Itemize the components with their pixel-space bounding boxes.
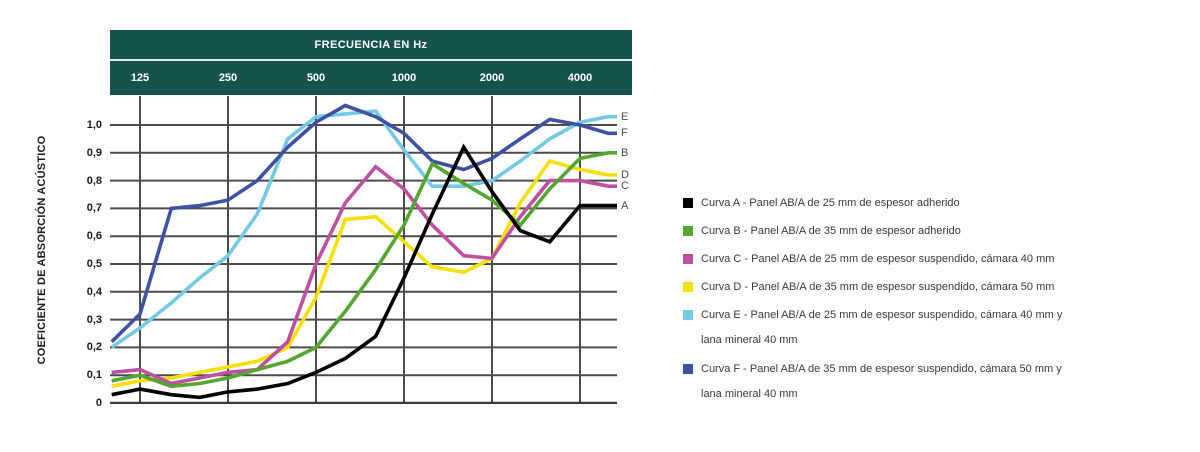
- y-axis-title: COEFICIENTE DE ABSORCIÓN ACÚSTICO: [36, 135, 48, 365]
- absorption-chart-plot: [110, 96, 617, 404]
- y-tick-label-0,1: 0,1: [86, 369, 102, 382]
- legend-label-D: Curva D - Panel AB/A de 35 mm de espesor…: [701, 280, 1054, 294]
- x-tick-label-250: 250: [218, 72, 238, 84]
- y-tick-label-0,8: 0,8: [86, 174, 102, 187]
- legend-item-E: Curva E - Panel AB/A de 25 mm de espesor…: [683, 308, 1163, 347]
- legend-label-B-line1: Curva B - Panel AB/A de 35 mm de espesor…: [701, 225, 961, 237]
- x-tick-label-2000: 2000: [479, 72, 505, 84]
- curve-F-polyline: [110, 103, 617, 344]
- curve-C-polyline: [111, 164, 617, 386]
- legend-label-A-line1: Curva A - Panel AB/A de 25 mm de espesor…: [701, 197, 960, 209]
- x-tick-label-4000: 4000: [567, 72, 593, 84]
- y-tick-label-0,4: 0,4: [86, 285, 102, 298]
- y-tick-label-0,7: 0,7: [86, 202, 102, 215]
- legend-item-F: Curva F - Panel AB/A de 35 mm de espesor…: [683, 362, 1163, 401]
- legend-label-C-line1: Curva C - Panel AB/A de 25 mm de espesor…: [701, 253, 1055, 265]
- y-tick-label-0,2: 0,2: [86, 341, 102, 354]
- legend-swatch-C: [683, 254, 693, 264]
- legend-item-D: Curva D - Panel AB/A de 35 mm de espesor…: [683, 280, 1163, 294]
- curve-end-label-D: D: [621, 169, 629, 182]
- y-tick-label-0,6: 0,6: [86, 230, 102, 243]
- frequency-header-separator: [110, 59, 632, 61]
- legend-label-E-line2: lana mineral 40 mm: [701, 334, 798, 346]
- curve-end-label-E: E: [621, 110, 629, 123]
- curve-end-label-B: B: [621, 146, 629, 159]
- curve-A-polyline: [111, 143, 617, 400]
- legend-label-B: Curva B - Panel AB/A de 35 mm de espesor…: [701, 224, 961, 238]
- frequency-header-title: FRECUENCIA EN Hz: [314, 38, 428, 51]
- legend-swatch-D: [683, 282, 693, 292]
- legend-swatch-F: [683, 364, 693, 374]
- legend-label-F: Curva F - Panel AB/A de 35 mm de espesor…: [701, 362, 1062, 401]
- curve-end-label-F: F: [621, 127, 628, 140]
- legend-swatch-A: [683, 198, 693, 208]
- x-tick-label-500: 500: [306, 72, 326, 84]
- y-tick-label-0,5: 0,5: [86, 258, 102, 270]
- legend-swatch-E: [683, 310, 693, 320]
- y-tick-label-1,0: 1,0: [86, 119, 102, 131]
- legend-item-C: Curva C - Panel AB/A de 25 mm de espesor…: [683, 252, 1163, 266]
- legend-item-A: Curva A - Panel AB/A de 25 mm de espesor…: [683, 196, 1163, 210]
- curve-D-polyline: [111, 159, 617, 389]
- x-tick-label-125: 125: [130, 72, 150, 84]
- legend-label-E-line1: Curva E - Panel AB/A de 25 mm de espesor…: [701, 309, 1063, 321]
- legend-item-B: Curva B - Panel AB/A de 35 mm de espesor…: [683, 224, 1163, 238]
- legend-label-D-line1: Curva D - Panel AB/A de 35 mm de espesor…: [701, 281, 1055, 293]
- curve-end-label-C: C: [621, 180, 629, 193]
- legend-swatch-B: [683, 226, 693, 236]
- frequency-header-bar: FRECUENCIA EN Hz: [110, 30, 632, 59]
- y-tick-label-0: 0: [95, 397, 102, 409]
- legend-label-F-line1: Curva F - Panel AB/A de 35 mm de espesor…: [701, 363, 1062, 375]
- y-tick-label-0,3: 0,3: [86, 313, 102, 326]
- legend-label-E: Curva E - Panel AB/A de 25 mm de espesor…: [701, 308, 1062, 347]
- curve-E-polyline: [110, 109, 617, 349]
- x-tick-label-1000: 1000: [391, 72, 417, 84]
- legend-label-C: Curva C - Panel AB/A de 25 mm de espesor…: [701, 252, 1054, 266]
- legend-label-F-line2: lana mineral 40 mm: [701, 388, 798, 400]
- legend-label-A: Curva A - Panel AB/A de 25 mm de espesor…: [701, 196, 960, 210]
- y-tick-label-0,9: 0,9: [86, 146, 102, 159]
- frequency-tick-row: 125 250 500 1000 2000 4000: [110, 61, 632, 95]
- curve-B-polyline: [111, 150, 617, 389]
- curve-end-label-A: A: [621, 199, 629, 212]
